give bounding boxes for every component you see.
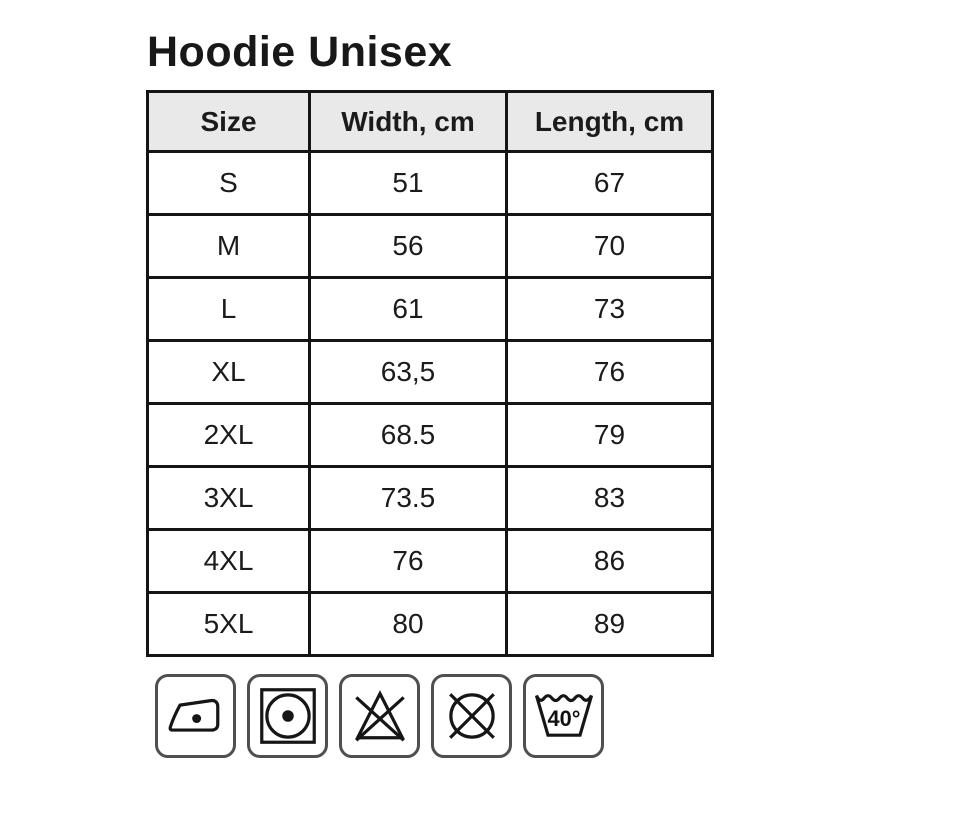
do-not-bleach-icon — [339, 674, 420, 758]
cell-size: XL — [146, 339, 311, 405]
cell-width: 68.5 — [308, 402, 508, 468]
table-row: 4XL 76 86 — [146, 528, 714, 594]
header-width: Width, cm — [308, 90, 508, 153]
size-chart-body: S 51 67 M 56 70 L 61 73 XL 63,5 76 2XL 6… — [146, 150, 714, 657]
cell-size: 4XL — [146, 528, 311, 594]
header-length: Length, cm — [505, 90, 714, 153]
table-row: M 56 70 — [146, 213, 714, 279]
table-row: S 51 67 — [146, 150, 714, 216]
care-instructions-row: 40° — [155, 674, 604, 758]
cell-width: 76 — [308, 528, 508, 594]
cell-length: 79 — [505, 402, 714, 468]
cell-length: 86 — [505, 528, 714, 594]
table-row: XL 63,5 76 — [146, 339, 714, 405]
cell-width: 63,5 — [308, 339, 508, 405]
cell-length: 73 — [505, 276, 714, 342]
cell-width: 61 — [308, 276, 508, 342]
cell-size: S — [146, 150, 311, 216]
cell-length: 83 — [505, 465, 714, 531]
cell-length: 89 — [505, 591, 714, 657]
wash-temperature-label: 40° — [547, 706, 580, 731]
cell-size: 3XL — [146, 465, 311, 531]
cell-length: 67 — [505, 150, 714, 216]
header-row: Size Width, cm Length, cm — [146, 90, 714, 153]
size-chart-header: Size Width, cm Length, cm — [146, 90, 714, 153]
table-row: 5XL 80 89 — [146, 591, 714, 657]
wash-40-icon: 40° — [523, 674, 604, 758]
cell-length: 70 — [505, 213, 714, 279]
header-size: Size — [146, 90, 311, 153]
page-title: Hoodie Unisex — [147, 28, 453, 76]
table-row: 3XL 73.5 83 — [146, 465, 714, 531]
cell-size: L — [146, 276, 311, 342]
iron-low-icon — [155, 674, 236, 758]
cell-width: 73.5 — [308, 465, 508, 531]
cell-width: 51 — [308, 150, 508, 216]
cell-size: 5XL — [146, 591, 311, 657]
cell-width: 80 — [308, 591, 508, 657]
do-not-dry-clean-icon — [431, 674, 512, 758]
cell-size: M — [146, 213, 311, 279]
cell-width: 56 — [308, 213, 508, 279]
table-row: L 61 73 — [146, 276, 714, 342]
table-row: 2XL 68.5 79 — [146, 402, 714, 468]
size-chart-table: Size Width, cm Length, cm S 51 67 M 56 7… — [146, 90, 714, 657]
cell-length: 76 — [505, 339, 714, 405]
tumble-dry-icon — [247, 674, 328, 758]
cell-size: 2XL — [146, 402, 311, 468]
